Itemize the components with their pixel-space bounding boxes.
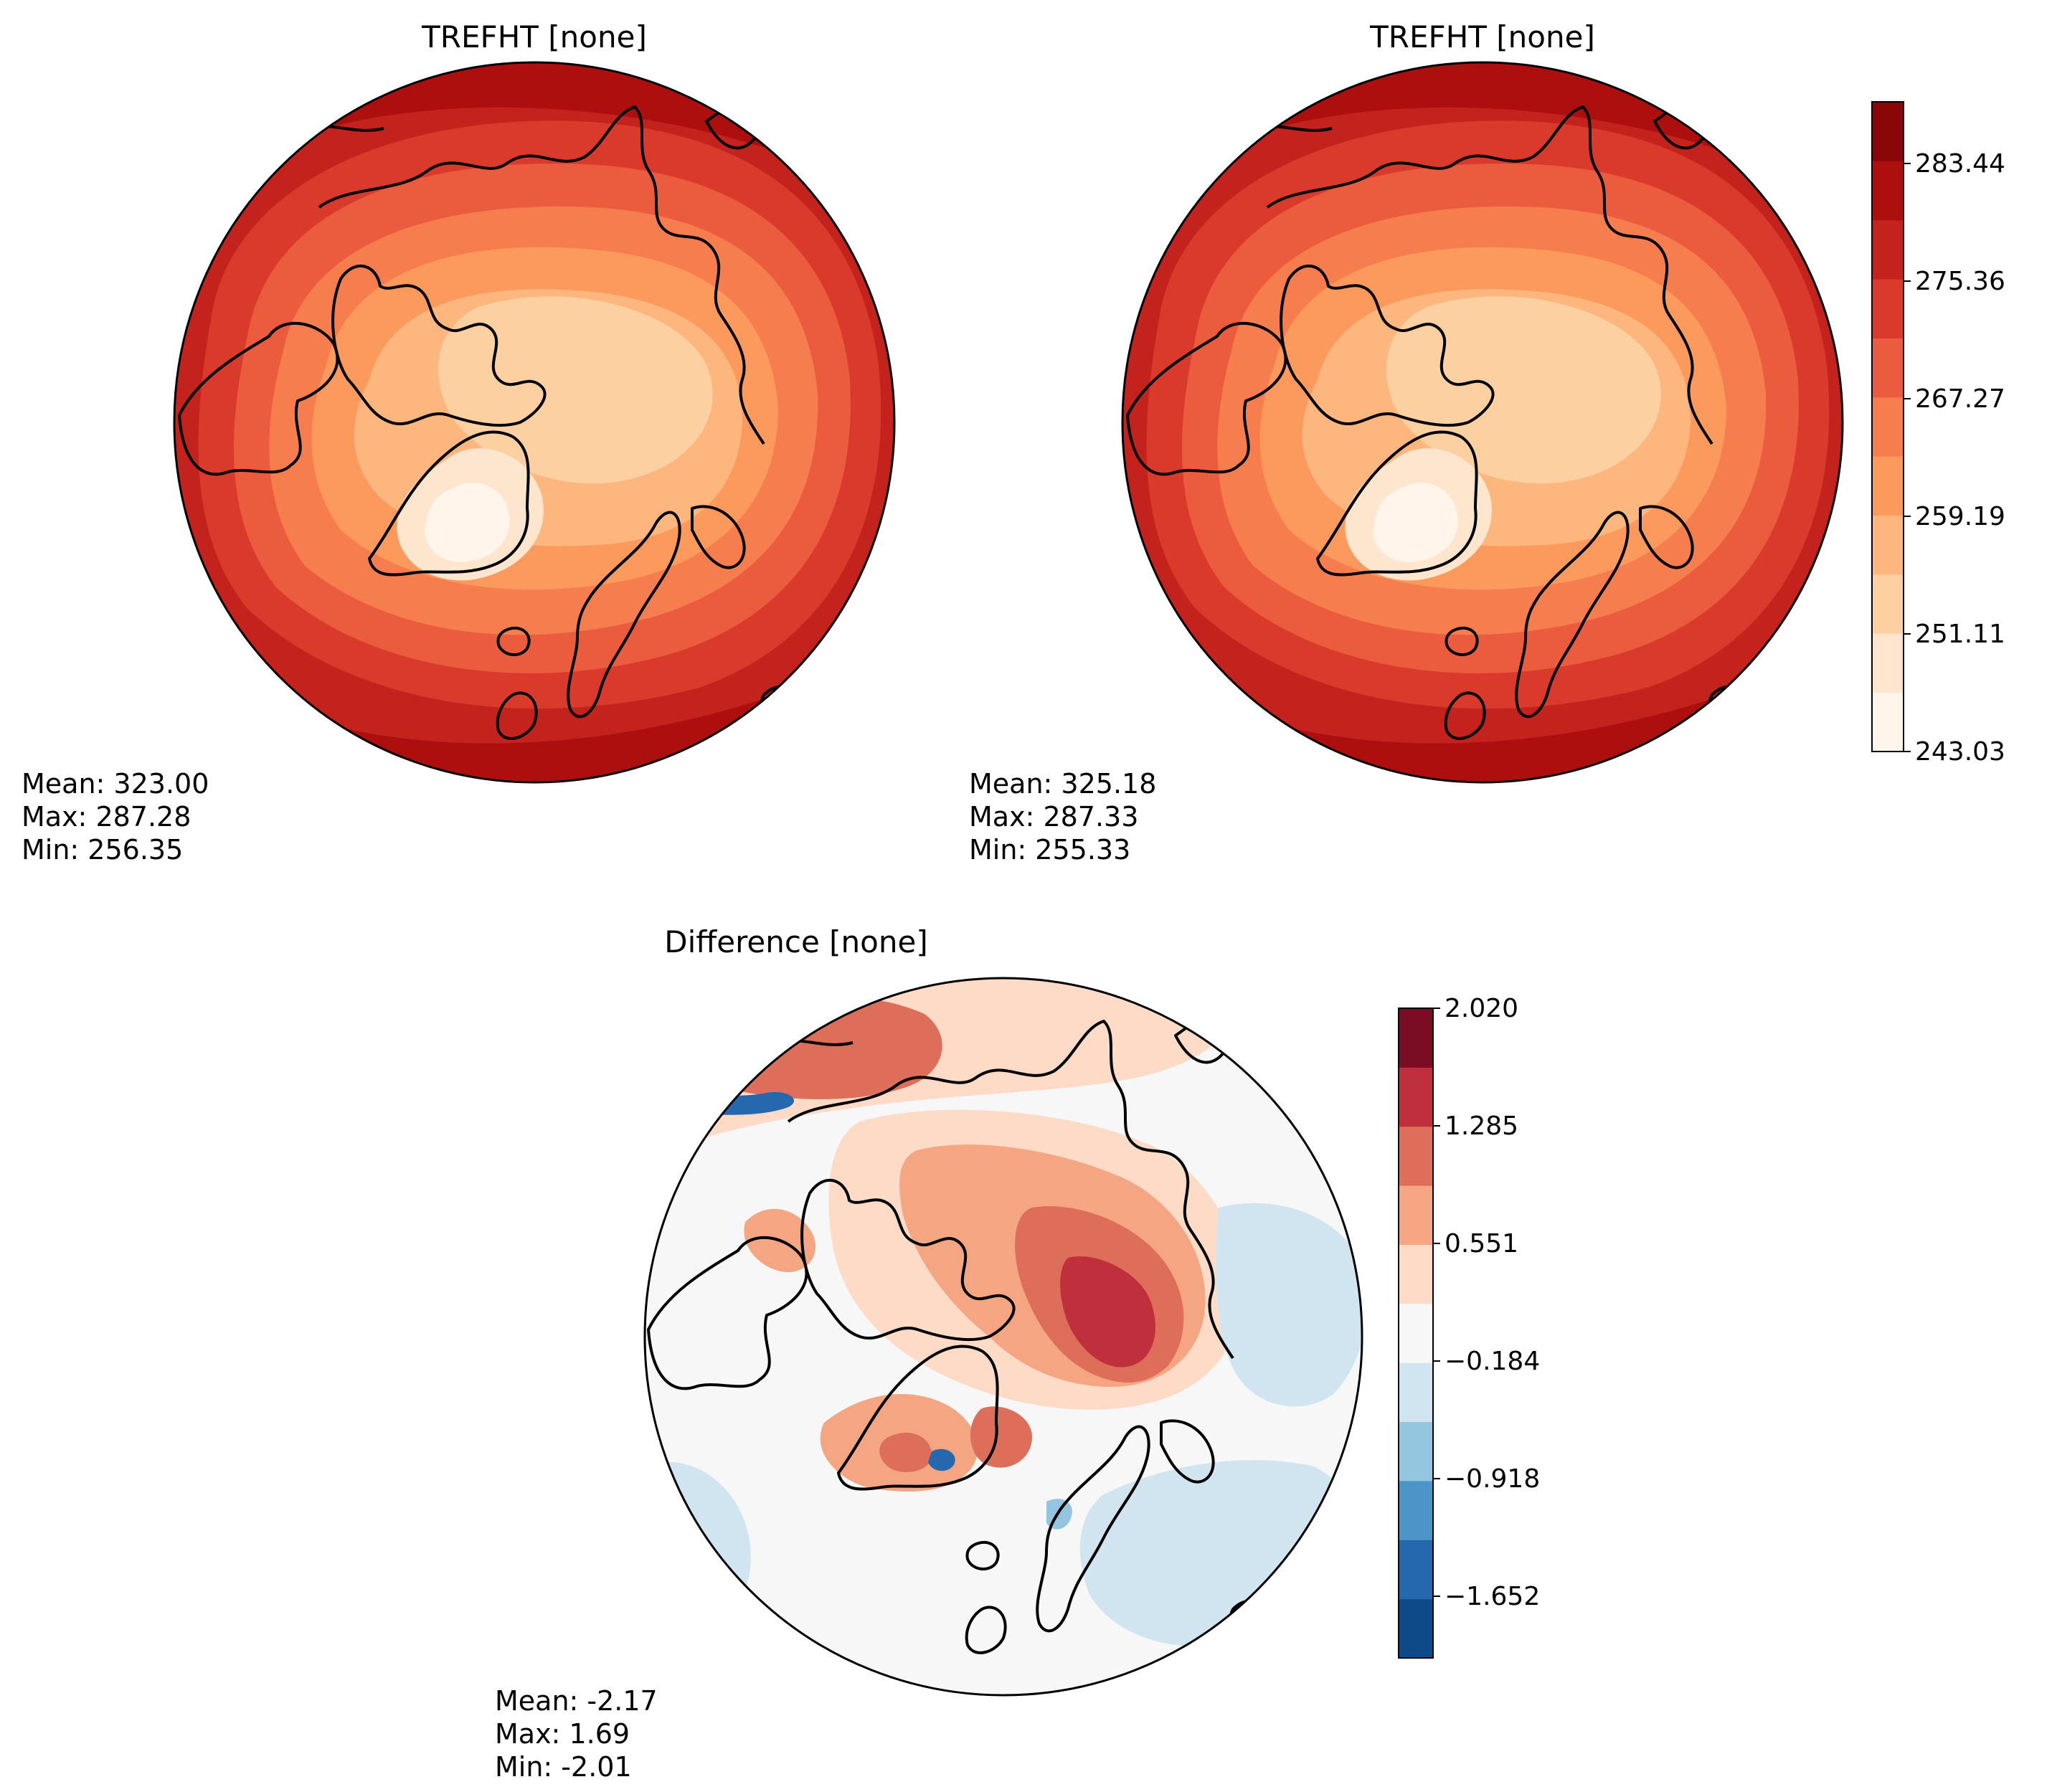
colorbar-tick-label: 243.03 (1915, 737, 2005, 767)
stat-mean: Mean: 323.00 (22, 768, 209, 800)
colorbar-segment (1399, 1421, 1433, 1482)
colorbar-tick-label: 0.551 (1445, 1229, 1518, 1258)
colorbar-segment (1399, 1067, 1433, 1127)
colorbar-segment (1872, 219, 1904, 280)
colorbar-segment (1872, 456, 1904, 516)
panel-test-title: TREFHT [none] (421, 19, 647, 54)
colorbar-segment (1399, 1126, 1433, 1186)
colorbar-segment (1872, 515, 1904, 575)
colorbar-tick-label: 251.11 (1915, 620, 2005, 649)
colorbar-segment (1399, 1303, 1433, 1363)
panel-ref-stats: Mean: 325.18 Max: 287.33 Min: 255.33 (969, 768, 1156, 866)
colorbar-segment (1399, 1480, 1433, 1540)
colorbar-tick-label: 2.020 (1445, 994, 1518, 1023)
stat-max: Max: 287.33 (969, 801, 1138, 833)
map-boundary (173, 61, 896, 784)
colorbar-segment (1399, 1244, 1433, 1304)
temperature-field (1122, 62, 1843, 782)
colorbar-segment (1399, 1598, 1433, 1659)
colorbar-segment (1872, 633, 1904, 693)
panel-diff-stats: Mean: -2.17 Max: 1.69 Min: -2.01 (495, 1685, 658, 1783)
colorbar-tick-label: −1.652 (1445, 1582, 1540, 1611)
panel-ref-title: TREFHT [none] (1369, 19, 1595, 54)
stat-max: Max: 287.28 (22, 801, 191, 833)
difference-field (645, 978, 1362, 1695)
colorbar-segment (1872, 279, 1904, 338)
colorbar-segment (1399, 1362, 1433, 1423)
colorbar-tick-label: 259.19 (1915, 502, 2005, 531)
colorbar-segment (1872, 161, 1904, 221)
colorbar-tick-label: 267.27 (1915, 384, 2005, 414)
panel-diff-map (643, 977, 1363, 1697)
colorbar-segment (1872, 102, 1904, 161)
temperature-field (174, 62, 894, 782)
colorbar-segment (1872, 338, 1904, 398)
map-boundary (643, 977, 1363, 1697)
map-boundary (1121, 61, 1844, 784)
colorbar-segment (1872, 574, 1904, 634)
colorbar-tick-label: −0.184 (1445, 1347, 1540, 1376)
stat-max: Max: 1.69 (495, 1718, 630, 1750)
colorbar-tick-label: −0.918 (1445, 1464, 1540, 1494)
colorbar-tick-label: 1.285 (1445, 1111, 1518, 1141)
panel-test-map (173, 61, 896, 784)
colorbar-diff: 2.020 1.285 0.551 −0.184 −0.918 −1.652 (1398, 994, 1540, 1659)
colorbar-frame (1871, 101, 1904, 752)
colorbar-segment (1399, 1008, 1433, 1068)
colorbar-frame (1398, 1008, 1434, 1659)
stat-min: Min: -2.01 (495, 1751, 632, 1783)
panel-ref-map (1121, 61, 1844, 784)
colorbar-tick-label: 275.36 (1915, 267, 2005, 296)
colorbar-segment (1399, 1540, 1433, 1600)
colorbar-main: 283.44 275.36 267.27 259.19 251.11 243.03 (1871, 101, 2005, 767)
stat-min: Min: 255.33 (969, 834, 1130, 866)
stat-mean: Mean: 325.18 (969, 768, 1156, 800)
stat-min: Min: 256.35 (22, 834, 183, 866)
panel-test-stats: Mean: 323.00 Max: 287.28 Min: 256.35 (22, 768, 209, 866)
colorbar-segment (1399, 1185, 1433, 1245)
colorbar-tick-label: 283.44 (1915, 149, 2005, 179)
colorbar-segment (1872, 692, 1904, 752)
panel-diff-title: Difference [none] (664, 924, 927, 959)
colorbar-segment (1872, 397, 1904, 457)
stat-mean: Mean: -2.17 (495, 1685, 658, 1717)
